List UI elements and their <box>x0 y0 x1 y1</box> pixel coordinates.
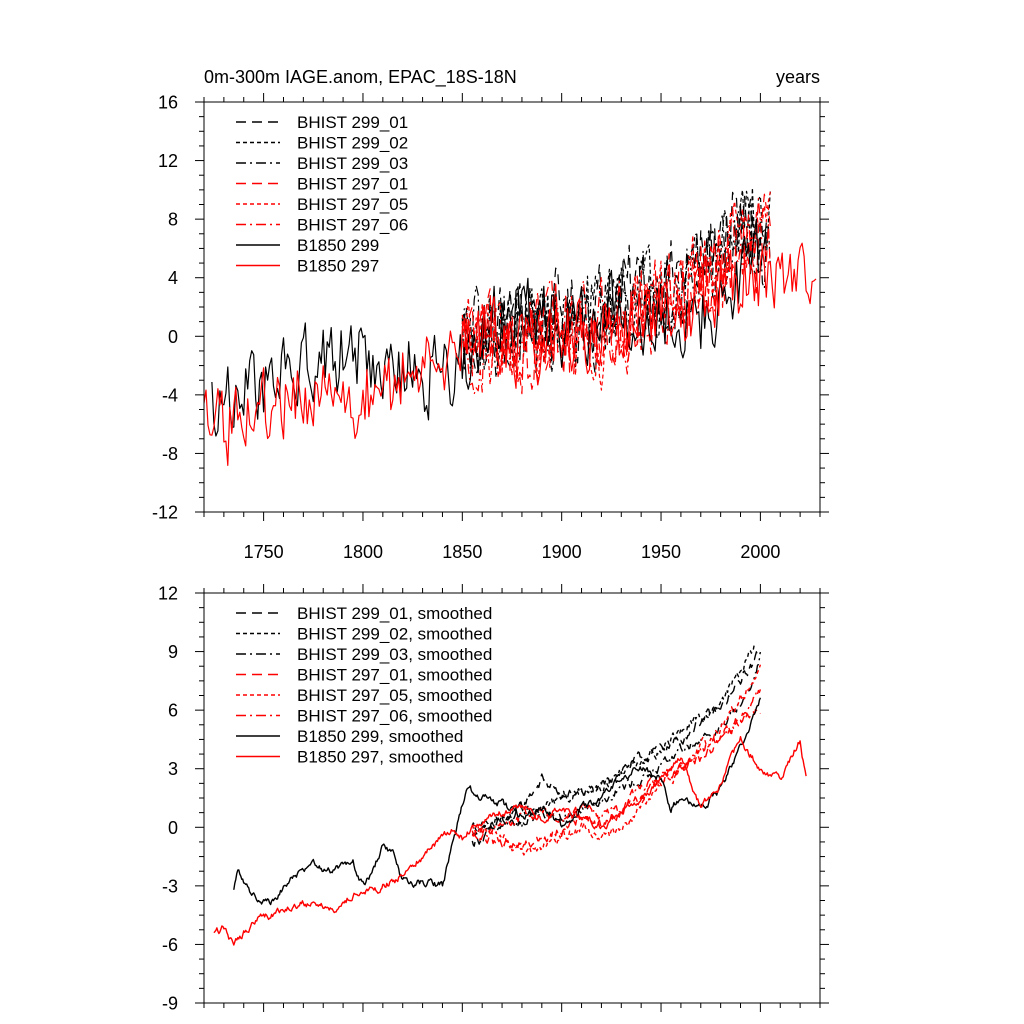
bottom-panel-axes: -9 -6 -3 0 3 6 9 12 <box>158 584 829 1014</box>
series-line-h5 <box>471 664 762 856</box>
x-tick-label: 1950 <box>641 542 681 562</box>
y-tick-label: -9 <box>162 994 178 1014</box>
x-tick-label: 1800 <box>343 542 383 562</box>
legend-label: B1850 297 <box>297 257 379 276</box>
legend-label: BHIST 299_02 <box>297 134 408 153</box>
legend-label: B1850 299, smoothed <box>297 727 463 746</box>
y-tick-label: 6 <box>168 701 178 721</box>
legend-label: BHIST 299_02, smoothed <box>297 625 492 644</box>
series-line-h2 <box>471 643 756 834</box>
y-tick-label: -4 <box>162 385 178 405</box>
top-panel-title: 0m-300m IAGE.anom, EPAC_18S-18N <box>204 67 517 88</box>
x-tick-label: 1850 <box>442 542 482 562</box>
legend-label: BHIST 297_05, smoothed <box>297 686 492 705</box>
bottom-panel-legend: BHIST 299_01, smoothed BHIST 299_02, smoo… <box>236 604 492 767</box>
x-tick-label: 2000 <box>740 542 780 562</box>
y-tick-label: 8 <box>168 210 178 230</box>
y-tick-label: 0 <box>168 327 178 347</box>
bottom-panel-series <box>213 643 807 946</box>
legend-label: BHIST 297_06, smoothed <box>297 707 492 726</box>
legend-label: B1850 299 <box>297 236 379 255</box>
y-tick-label: -12 <box>152 503 178 523</box>
top-panel: 0m-300m IAGE.anom, EPAC_18S-18N years -1… <box>152 67 829 562</box>
legend-label: BHIST 297_06 <box>297 216 408 235</box>
y-tick-label: 16 <box>158 93 178 113</box>
y-tick-label: 12 <box>158 151 178 171</box>
y-tick-label: -8 <box>162 444 178 464</box>
top-panel-frame <box>203 101 821 513</box>
legend-label: BHIST 299_01 <box>297 113 408 132</box>
series-line-b299 <box>233 697 762 906</box>
series-line-h1 <box>471 651 762 847</box>
y-tick-label: 3 <box>168 759 178 779</box>
y-tick-label: 9 <box>168 642 178 662</box>
series-line-b297 <box>213 736 807 946</box>
y-tick-label: -3 <box>162 876 178 896</box>
bottom-panel-frame <box>203 592 821 1004</box>
legend-label: BHIST 297_05 <box>297 195 408 214</box>
legend-label: BHIST 297_01 <box>297 175 408 194</box>
series-line-h6 <box>471 689 762 837</box>
top-panel-series <box>203 187 817 466</box>
top-panel-axes: -12 -8 -4 0 4 8 12 16 1750 1800 1850 1900 1950 2000 <box>152 93 829 562</box>
x-tick-label: 1900 <box>542 542 582 562</box>
legend-label: BHIST 299_01, smoothed <box>297 604 492 623</box>
series-line-h4 <box>471 709 762 851</box>
y-tick-label: -6 <box>162 935 178 955</box>
x-tick-label: 1750 <box>244 542 284 562</box>
series-line-h1 <box>461 191 771 375</box>
series-line-b299 <box>211 218 767 437</box>
y-tick-label: 0 <box>168 818 178 838</box>
top-panel-units: years <box>776 67 820 87</box>
legend-label: BHIST 299_03 <box>297 154 408 173</box>
series-line-b297 <box>203 242 817 466</box>
series-line-h3 <box>471 658 761 836</box>
y-tick-label: 4 <box>168 268 178 288</box>
y-tick-label: 12 <box>158 584 178 604</box>
legend-label: BHIST 297_01, smoothed <box>297 666 492 685</box>
legend-label: BHIST 299_03, smoothed <box>297 645 492 664</box>
legend-label: B1850 297, smoothed <box>297 748 463 767</box>
